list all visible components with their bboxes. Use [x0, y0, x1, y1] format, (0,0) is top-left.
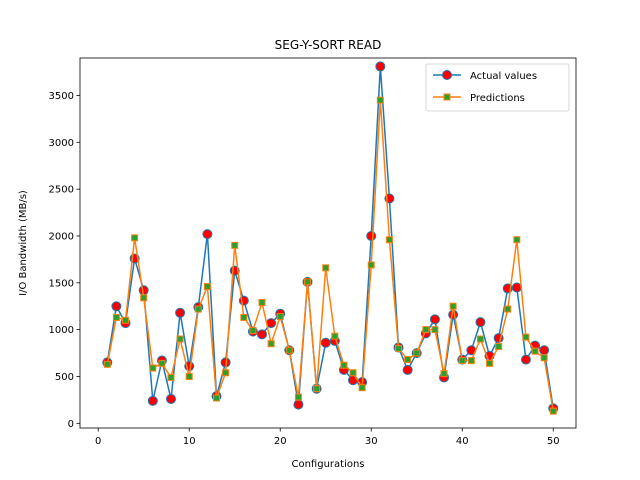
- x-tick-label: 50: [547, 436, 560, 447]
- y-tick-label: 1000: [49, 325, 74, 336]
- y-axis-ticks: 0 500 1000 1500 2000 2500 3000 3500: [49, 91, 80, 430]
- x-axis-label: Configurations: [291, 459, 364, 470]
- x-tick-label: 30: [365, 436, 378, 447]
- y-tick-label: 500: [55, 372, 74, 383]
- x-tick-label: 10: [183, 436, 196, 447]
- data-point: [522, 333, 530, 341]
- data-point: [539, 345, 550, 356]
- data-point: [476, 335, 484, 343]
- legend-box: [425, 63, 570, 112]
- y-tick-label: 0: [68, 419, 74, 430]
- data-point: [285, 346, 293, 354]
- data-point: [322, 264, 330, 272]
- data-point: [111, 301, 122, 312]
- data-point: [313, 385, 321, 393]
- data-point: [158, 359, 166, 367]
- data-point: [194, 305, 202, 313]
- y-tick-label: 3000: [49, 138, 74, 149]
- data-point: [240, 313, 248, 321]
- data-point: [429, 314, 440, 325]
- data-point: [475, 317, 486, 328]
- data-point: [202, 229, 213, 240]
- data-point: [395, 344, 403, 352]
- series-layer: [102, 61, 559, 415]
- data-point: [167, 373, 175, 381]
- legend-marker-predictions: [443, 93, 451, 101]
- x-tick-label: 0: [95, 436, 101, 447]
- data-point: [166, 393, 177, 404]
- data-point: [231, 241, 239, 249]
- data-point: [258, 298, 266, 306]
- data-point: [122, 316, 130, 324]
- data-point: [431, 326, 439, 334]
- data-point: [267, 340, 275, 348]
- series-predictions: [103, 96, 557, 415]
- data-point: [293, 399, 304, 410]
- data-point: [458, 357, 466, 365]
- data-point: [504, 305, 512, 313]
- data-point: [449, 302, 457, 310]
- chart-title: SEG-Y-SORT READ: [275, 38, 382, 52]
- plot-frame: [79, 57, 577, 429]
- data-point: [340, 361, 348, 369]
- data-point: [176, 335, 184, 343]
- x-tick-label: 40: [456, 436, 469, 447]
- data-point: [257, 329, 268, 340]
- data-point: [304, 278, 312, 286]
- data-point: [540, 354, 548, 362]
- data-point: [149, 364, 157, 372]
- data-point: [467, 357, 475, 365]
- legend-marker-actual: [442, 70, 452, 80]
- data-point: [440, 370, 448, 378]
- data-point: [175, 307, 186, 318]
- data-point: [185, 372, 193, 380]
- data-point: [366, 230, 377, 241]
- plot-background: [80, 58, 576, 428]
- data-point: [413, 349, 421, 357]
- data-point: [203, 283, 211, 291]
- data-point: [331, 332, 339, 340]
- data-point: [103, 360, 111, 368]
- data-point: [249, 327, 257, 335]
- data-point: [513, 236, 521, 244]
- series-line: [106, 100, 554, 412]
- y-tick-label: 2500: [49, 185, 74, 196]
- data-point: [385, 236, 393, 244]
- data-point: [404, 356, 412, 364]
- data-point: [294, 393, 302, 401]
- data-point: [213, 394, 221, 402]
- data-point: [140, 294, 148, 302]
- y-axis-label: I/O Bandwidth (MB/s): [18, 190, 29, 296]
- data-point: [375, 61, 386, 72]
- data-point: [531, 347, 539, 355]
- data-point: [112, 313, 120, 321]
- data-point: [402, 364, 413, 375]
- data-point: [367, 261, 375, 269]
- data-point: [349, 369, 357, 377]
- data-point: [320, 337, 331, 348]
- data-point: [549, 407, 557, 415]
- data-point: [131, 234, 139, 242]
- legend-label-actual: Actual values: [470, 71, 537, 82]
- data-point: [358, 384, 366, 392]
- data-point: [520, 354, 531, 365]
- x-axis-ticks: 0 10 20 30 40 50: [95, 428, 560, 447]
- legend-label-predictions: Predictions: [470, 93, 525, 104]
- data-point: [276, 313, 284, 321]
- y-tick-label: 2000: [49, 231, 74, 242]
- x-tick-label: 20: [274, 436, 287, 447]
- data-point: [222, 369, 230, 377]
- data-point: [147, 395, 158, 406]
- data-point: [486, 359, 494, 367]
- legend: Actual values Predictions: [425, 63, 570, 112]
- y-tick-label: 3500: [49, 91, 74, 102]
- y-tick-label: 1500: [49, 278, 74, 289]
- data-point: [495, 343, 503, 351]
- data-point: [511, 282, 522, 293]
- data-point: [422, 326, 430, 334]
- data-point: [376, 96, 384, 104]
